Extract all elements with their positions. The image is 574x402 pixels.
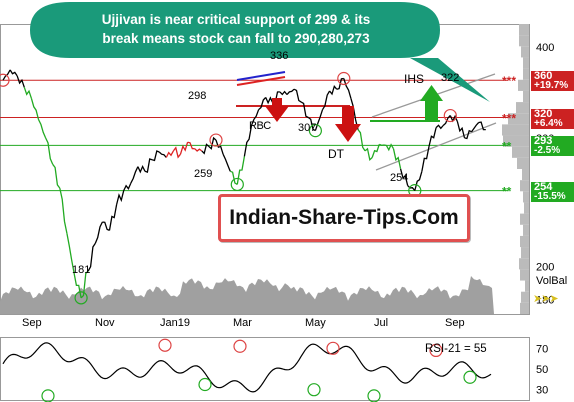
time-tick-label: Nov <box>95 317 115 329</box>
volume-profile-bar <box>524 202 529 213</box>
label-259: 259 <box>194 168 212 180</box>
volume-profile-bar <box>520 214 529 225</box>
label-181: 181 <box>72 264 90 276</box>
label-rbc: RBC <box>249 120 271 132</box>
rsi-axis: 70 50 30 <box>536 343 548 396</box>
volume-profile-bar <box>516 102 529 113</box>
time-tick-label: Jul <box>374 317 388 329</box>
volume-profile-bar <box>523 225 529 236</box>
callout-line-2: break means stock can fall to 290,280,27… <box>38 29 434 48</box>
volume-profile-bar <box>523 191 529 202</box>
rsi-tick-label: 70 <box>536 343 548 355</box>
level-badge-254: 254 -15.5% <box>531 182 574 202</box>
rsi-tick-label: 30 <box>536 385 548 397</box>
level-stars: *** <box>502 112 516 126</box>
volume-profile-bar <box>525 281 529 292</box>
time-axis: Sep Nov Jan19 Mar May Jul Sep <box>22 317 465 329</box>
level-badge-320: 320 +6.4% <box>531 109 574 129</box>
volume-profile-bar <box>520 303 529 314</box>
level-badge-293: 293 -2.5% <box>531 136 574 156</box>
rsi-label: RSI-21 = 55 <box>425 343 487 355</box>
time-tick-label: Mar <box>233 317 252 329</box>
volume-profile-bar <box>523 57 529 68</box>
volume-profile-bar <box>520 236 529 247</box>
price-tick-label: 400 <box>536 42 554 54</box>
volbal-label: VolBal <box>536 275 567 287</box>
volume-profile-bar <box>519 258 529 269</box>
volume-profile-bar <box>512 147 529 158</box>
volume-profile-bar <box>523 91 529 102</box>
label-336: 336 <box>270 50 288 62</box>
volume-profile-bar <box>521 247 529 258</box>
watermark-text: Indian-Share-Tips.Com <box>229 206 458 230</box>
volume-profile-bar <box>522 169 529 180</box>
price-tick-label: 200 <box>536 261 554 273</box>
volume-profile-bar <box>520 180 529 191</box>
label-dt: DT <box>328 147 344 161</box>
volume-profile-bar <box>521 46 529 57</box>
rsi-tick-label: 50 <box>536 364 548 376</box>
label-298: 298 <box>188 90 206 102</box>
level-change: -2.5% <box>534 146 574 156</box>
volume-profile-bar <box>502 124 529 135</box>
volbal-arrows: ➤➤➤ <box>533 292 558 305</box>
label-307: 307 <box>298 122 316 134</box>
volume-profile-bar <box>523 69 529 80</box>
level-change: -15.5% <box>534 192 574 202</box>
time-tick-label: Sep <box>22 317 42 329</box>
time-tick-label: May <box>305 317 326 329</box>
level-stars: *** <box>502 74 516 88</box>
volume-profile-bar <box>517 158 529 169</box>
level-badge-360: 360 +19.7% <box>531 71 574 91</box>
level-value: 320 <box>534 109 574 119</box>
callout-text: Ujjivan is near critical support of 299 … <box>38 10 434 48</box>
label-254: 254 <box>390 172 408 184</box>
label-322: 322 <box>441 72 459 84</box>
level-stars: ** <box>502 185 512 199</box>
time-tick-label: Sep <box>445 317 465 329</box>
level-change: +6.4% <box>534 119 574 129</box>
level-change: +19.7% <box>534 81 574 91</box>
time-tick-label: Jan19 <box>160 317 190 329</box>
volume-profile-bar <box>520 269 529 280</box>
callout-line-1: Ujjivan is near critical support of 299 … <box>38 10 434 29</box>
volume-profile-bar <box>519 35 529 46</box>
watermark-box: Indian-Share-Tips.Com <box>218 194 470 242</box>
label-ihs: IHS <box>404 72 424 86</box>
volume-profile-bar <box>521 292 529 303</box>
level-stars: ** <box>502 139 512 153</box>
volume-profile-bar <box>519 24 529 35</box>
volume-profile-bar <box>518 80 529 91</box>
